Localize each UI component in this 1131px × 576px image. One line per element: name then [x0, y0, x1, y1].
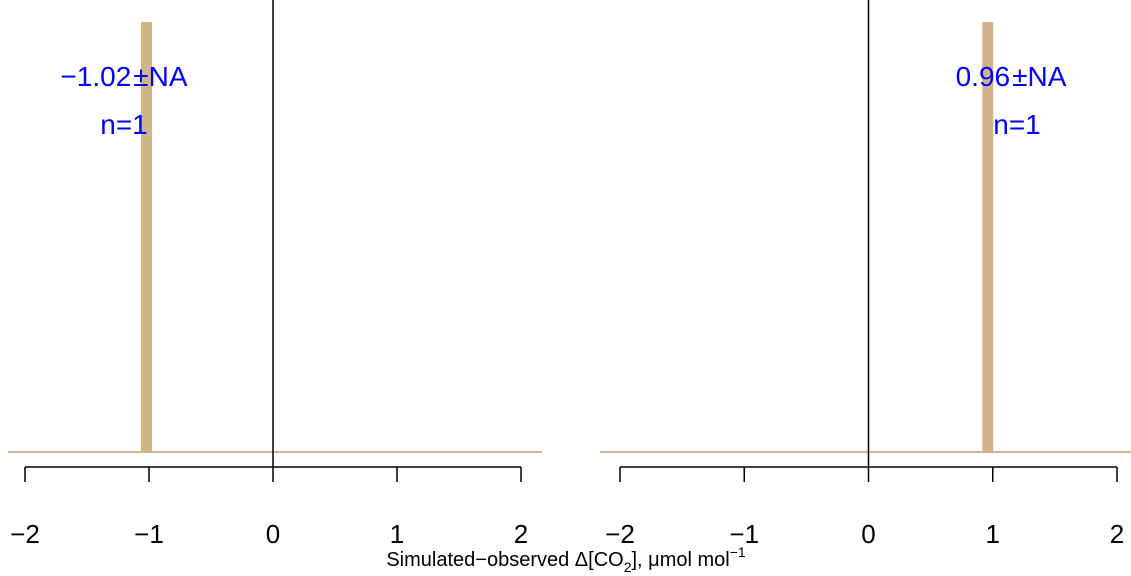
x-axis-label-prefix: Simulated−observed Δ[CO — [386, 549, 623, 571]
x-axis-label-middle: ], μmol mol — [632, 549, 730, 571]
bar-0 — [982, 22, 994, 452]
x-tick-label: −1 — [134, 519, 164, 549]
x-axis-label-superscript: −1 — [730, 544, 746, 560]
bar-0 — [141, 22, 153, 452]
panel-left: −2 −1 0 1 2−1.02±NAn=1 — [8, 0, 542, 549]
n-annotation: n=1 — [993, 109, 1041, 140]
x-tick-label: 0 — [266, 519, 280, 549]
stat-plusminus: ± — [133, 61, 148, 92]
x-tick-label: −1 — [729, 519, 759, 549]
stat-annotation: 0.96±NA — [956, 61, 1067, 92]
x-tick-label: 0 — [861, 519, 875, 549]
x-tick-label: 1 — [986, 519, 1000, 549]
x-tick-label: −2 — [605, 519, 635, 549]
stat-annotation: −1.02±NA — [60, 61, 187, 92]
stat-error: NA — [149, 61, 188, 92]
stat-plusminus: ± — [1012, 61, 1027, 92]
x-tick-label: 2 — [514, 519, 528, 549]
x-tick-label: 1 — [390, 519, 404, 549]
x-tick-label: 2 — [1110, 519, 1124, 549]
stat-value: 0.96 — [956, 61, 1011, 92]
n-annotation: n=1 — [100, 109, 148, 140]
stat-value: −1.02 — [60, 61, 131, 92]
panel-right: −2 −1 0 1 2 0.96±NA n=1 — [600, 0, 1131, 549]
stat-error: NA — [1027, 61, 1066, 92]
x-axis-label: Simulated−observed Δ[CO2], μmol mol−1 — [386, 544, 746, 575]
x-tick-label: −2 — [10, 519, 40, 549]
x-axis-label-subscript: 2 — [624, 559, 632, 575]
